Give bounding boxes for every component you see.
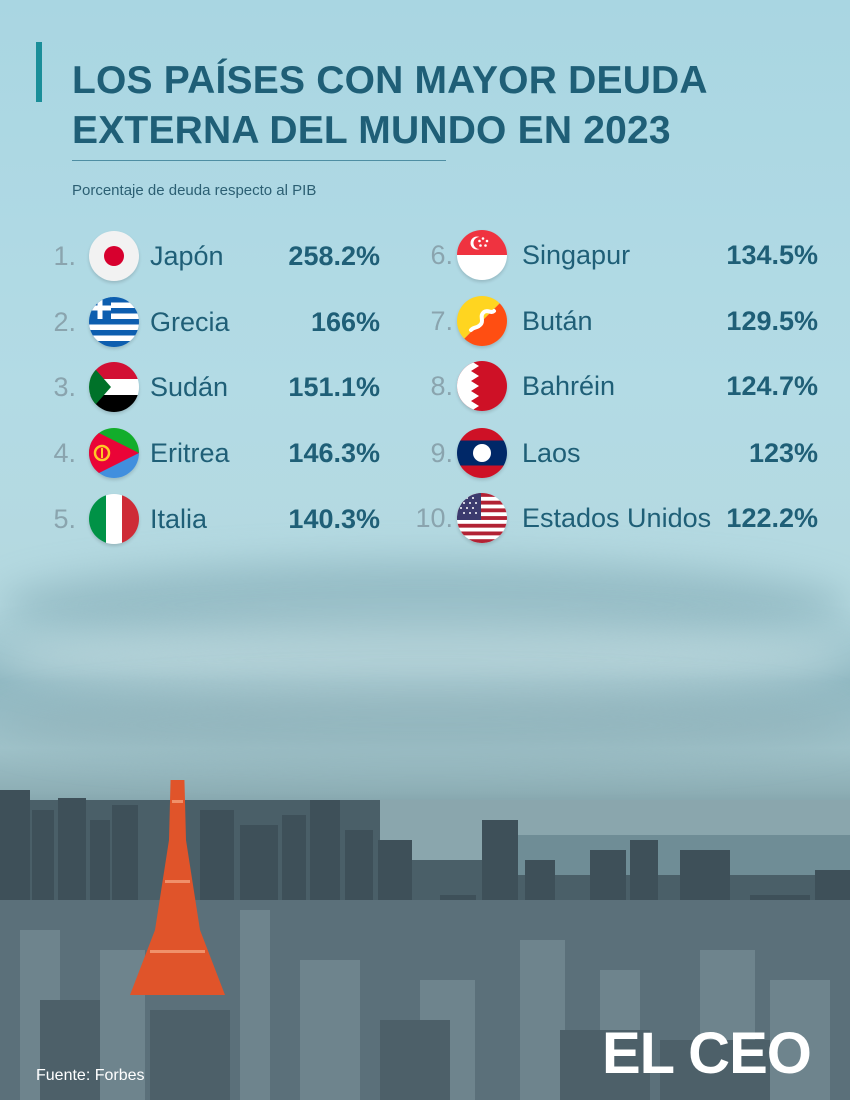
- debt-value: 258.2%: [288, 241, 380, 271]
- greece-flag-icon: [89, 297, 139, 347]
- debt-value: 151.1%: [288, 372, 380, 402]
- rank-number: 7.: [430, 306, 453, 336]
- debt-value: 166%: [310, 307, 380, 337]
- country-name: Italia: [150, 504, 208, 534]
- rank-number: 4.: [53, 438, 76, 468]
- source-note: Fuente: Forbes: [36, 1067, 145, 1084]
- rank-number: 2.: [53, 307, 76, 337]
- singapore-flag-icon: [457, 230, 507, 280]
- title-accent-bar: [36, 42, 42, 102]
- table-row: 2. Grecia 166%: [0, 297, 425, 351]
- laos-flag-icon: [457, 428, 507, 478]
- debt-value: 129.5%: [726, 306, 818, 336]
- bhutan-flag-icon: [457, 296, 507, 346]
- cloud-band: [0, 620, 850, 700]
- country-name: Eritrea: [150, 438, 230, 468]
- usa-flag-icon: [457, 493, 507, 543]
- country-name: Bután: [522, 306, 593, 336]
- rank-number: 1.: [53, 241, 76, 271]
- rank-number: 3.: [53, 372, 76, 402]
- table-row: 3. Sudán 151.1%: [0, 362, 425, 416]
- country-name: Japón: [150, 241, 224, 271]
- table-row: 9. Laos 123%: [400, 428, 850, 482]
- debt-value: 122.2%: [726, 503, 818, 533]
- table-row: 4. Eritrea 146.3%: [0, 428, 425, 482]
- eritrea-flag-icon: [89, 428, 139, 478]
- page-title: LOS PAÍSES CON MAYOR DEUDA EXTERNA DEL M…: [72, 56, 792, 156]
- debt-value: 140.3%: [288, 504, 380, 534]
- rank-number: 10.: [415, 503, 453, 533]
- debt-value: 124.7%: [726, 371, 818, 401]
- country-name: Sudán: [150, 372, 229, 402]
- table-row: 1. Japón 258.2%: [0, 231, 425, 285]
- title-divider: [72, 160, 446, 161]
- cloud-band: [0, 690, 850, 760]
- table-row: 8. Bahréin 124.7%: [400, 361, 850, 415]
- title-line-2: EXTERNA DEL MUNDO EN 2023: [72, 109, 671, 152]
- debt-value: 134.5%: [726, 240, 818, 270]
- country-name: Estados Unidos: [522, 503, 712, 533]
- rank-number: 5.: [53, 504, 76, 534]
- subtitle: Porcentaje de deuda respecto al PIB: [72, 182, 317, 199]
- rank-number: 6.: [430, 240, 453, 270]
- tokyo-tower: [130, 780, 225, 995]
- japan-flag-icon: [89, 231, 139, 281]
- country-name: Bahréin: [522, 371, 616, 401]
- bahrain-flag-icon: [457, 361, 507, 411]
- country-name: Singapur: [522, 240, 631, 270]
- table-row: 5. Italia 140.3%: [0, 494, 425, 548]
- country-name: Laos: [522, 438, 581, 468]
- table-row: 10. Estados Unidos 122.2%: [400, 493, 850, 547]
- table-row: 7. Bután 129.5%: [400, 296, 850, 350]
- country-name: Grecia: [150, 307, 230, 337]
- table-row: 6. Singapur 134.5%: [400, 230, 850, 284]
- title-line-1: LOS PAÍSES CON MAYOR DEUDA: [72, 59, 708, 102]
- rank-number: 8.: [430, 371, 453, 401]
- sudan-flag-icon: [89, 362, 139, 412]
- italy-flag-icon: [89, 494, 139, 544]
- debt-value: 146.3%: [288, 438, 380, 468]
- debt-value: 123%: [748, 438, 818, 468]
- brand-logo: EL CEO: [602, 1021, 812, 1086]
- tokyo-skyline-image: [0, 780, 850, 1100]
- rank-number: 9.: [430, 438, 453, 468]
